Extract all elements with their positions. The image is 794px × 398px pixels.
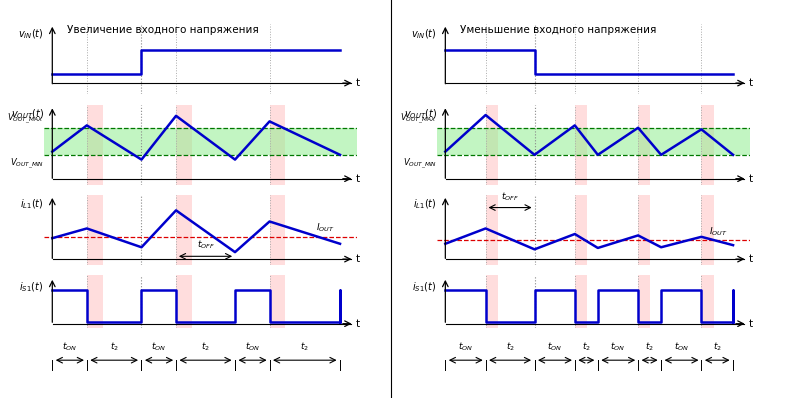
Bar [486,105,498,185]
Bar [701,105,714,185]
Text: $i_{L1}(t)$: $i_{L1}(t)$ [413,197,437,211]
Text: $t_{ON}$: $t_{ON}$ [547,341,562,353]
Text: t: t [356,319,360,329]
Text: $t_2$: $t_2$ [201,341,210,353]
Text: $t_{ON}$: $t_{ON}$ [674,341,689,353]
Bar [638,195,650,265]
Text: $v_{IN}(t)$: $v_{IN}(t)$ [18,27,44,41]
Bar [486,195,498,265]
Bar [486,275,498,328]
Text: t: t [356,254,360,264]
Text: $V_{OUT\_MIN}$: $V_{OUT\_MIN}$ [10,156,44,171]
Bar [176,195,192,265]
Bar [701,275,714,328]
Text: t: t [749,174,753,184]
Text: $V_{OUT\_MAX}$: $V_{OUT\_MAX}$ [400,112,437,126]
Text: $V_{OUT\_MAX}$: $V_{OUT\_MAX}$ [7,112,44,126]
Text: $t_{ON}$: $t_{ON}$ [151,341,166,353]
Bar [575,275,587,328]
Text: $t_2$: $t_2$ [110,341,118,353]
Text: Уменьшение входного напряжения: Уменьшение входного напряжения [460,25,656,35]
Text: $t_{ON}$: $t_{ON}$ [245,341,260,353]
Text: $t_{ON}$: $t_{ON}$ [458,341,473,353]
Text: $t_2$: $t_2$ [582,341,591,353]
Bar [269,275,285,328]
Text: t: t [356,174,360,184]
Bar [269,195,285,265]
Bar [575,195,587,265]
Text: $I_{OUT}$: $I_{OUT}$ [316,222,334,234]
Text: $v_{OUT}(t)$: $v_{OUT}(t)$ [403,108,437,121]
Bar [437,128,750,155]
Text: t: t [749,254,753,264]
Text: $i_{S1}(t)$: $i_{S1}(t)$ [412,281,437,294]
Bar [269,105,285,185]
Text: $v_{IN}(t)$: $v_{IN}(t)$ [411,27,437,41]
Bar [638,275,650,328]
Bar [87,105,102,185]
Bar [176,275,192,328]
Text: $t_2$: $t_2$ [713,341,722,353]
Text: $t_2$: $t_2$ [300,341,309,353]
Text: $V_{OUT\_MIN}$: $V_{OUT\_MIN}$ [403,156,437,171]
Text: $v_{OUT}(t)$: $v_{OUT}(t)$ [10,108,44,121]
Bar [638,105,650,185]
Text: $t_{ON}$: $t_{ON}$ [62,341,77,353]
Bar [44,128,357,155]
Bar [87,275,102,328]
Text: t: t [749,78,753,88]
Bar [176,105,192,185]
Text: t: t [356,78,360,88]
Bar [701,195,714,265]
Text: $t_2$: $t_2$ [506,341,515,353]
Text: Увеличение входного напряжения: Увеличение входного напряжения [67,25,258,35]
Text: $t_2$: $t_2$ [646,341,654,353]
Bar [87,195,102,265]
Text: $t_{OFF}$: $t_{OFF}$ [501,190,519,203]
Bar [575,105,587,185]
Text: $i_{L1}(t)$: $i_{L1}(t)$ [20,197,44,211]
Text: $I_{OUT}$: $I_{OUT}$ [709,225,727,238]
Text: $t_{OFF}$: $t_{OFF}$ [197,239,214,252]
Text: $t_{ON}$: $t_{ON}$ [611,341,626,353]
Text: t: t [749,319,753,329]
Text: $i_{S1}(t)$: $i_{S1}(t)$ [19,281,44,294]
